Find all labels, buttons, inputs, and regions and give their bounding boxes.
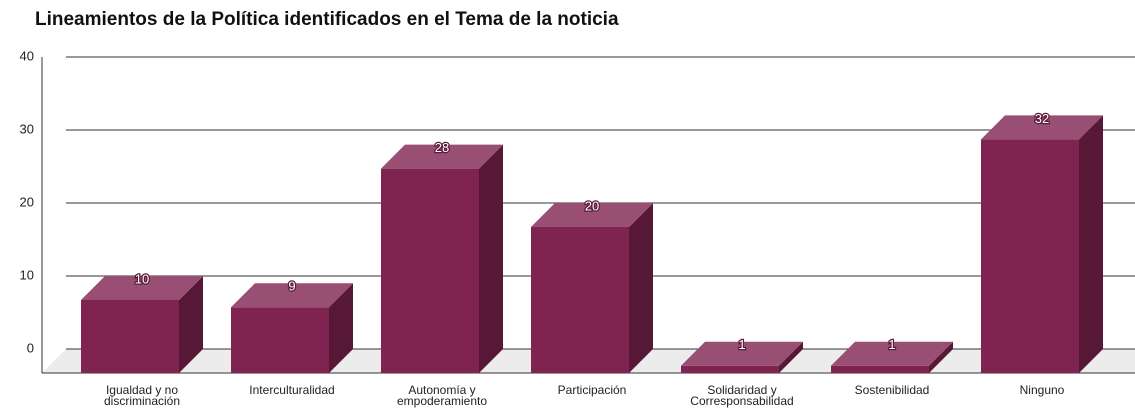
value-label: 20	[585, 198, 599, 213]
bar-top	[681, 341, 803, 366]
bar-top	[531, 203, 653, 227]
value-label: 32	[1035, 111, 1049, 126]
chart-title: Lineamientos de la Política identificado…	[35, 9, 619, 30]
y-tick-label: 10	[20, 267, 34, 282]
x-tick-label: Interculturalidad	[249, 383, 335, 397]
bar-top	[831, 341, 953, 366]
x-tick-label: Participación	[557, 383, 627, 397]
bar	[231, 283, 353, 373]
bar-front	[981, 139, 1079, 373]
value-label: 1	[888, 337, 895, 352]
y-tick-label: 20	[20, 194, 34, 209]
bar-front	[531, 227, 629, 373]
bar	[531, 203, 653, 373]
x-tick-label: Autonomía y empoderamiento	[396, 383, 488, 408]
bar	[81, 276, 203, 373]
bar-front	[81, 300, 179, 373]
bar-side	[779, 341, 803, 373]
bar-top	[981, 115, 1103, 140]
bar-front	[681, 365, 779, 373]
x-tick-label: Solidaridad y Corresponsabilidad	[690, 383, 794, 408]
bar-top	[81, 276, 203, 300]
value-label: 10	[135, 271, 149, 286]
bar	[681, 341, 803, 373]
x-tick-label: Igualdad y no discriminación	[103, 383, 181, 408]
bar	[381, 144, 503, 373]
bar-side	[629, 203, 653, 373]
bar-front	[831, 365, 929, 373]
bar-top	[381, 144, 503, 169]
bar	[831, 341, 953, 373]
y-tick-label: 0	[27, 340, 34, 355]
bar	[981, 115, 1103, 374]
bar-side	[179, 276, 203, 373]
bar-front	[231, 307, 329, 373]
bar-side	[1079, 115, 1103, 374]
bar-top	[231, 283, 353, 308]
bar-front	[381, 168, 479, 373]
y-tick-label: 40	[20, 48, 34, 63]
bar-side	[929, 341, 953, 373]
value-label: 9	[288, 279, 295, 294]
value-label: 28	[435, 140, 449, 155]
value-label: 1	[738, 337, 745, 352]
bar-side	[329, 283, 353, 373]
x-tick-label: Ninguno	[1019, 383, 1065, 397]
x-tick-label: Sostenibilidad	[854, 383, 930, 397]
bar-side	[479, 144, 503, 373]
y-tick-label: 30	[20, 121, 34, 136]
